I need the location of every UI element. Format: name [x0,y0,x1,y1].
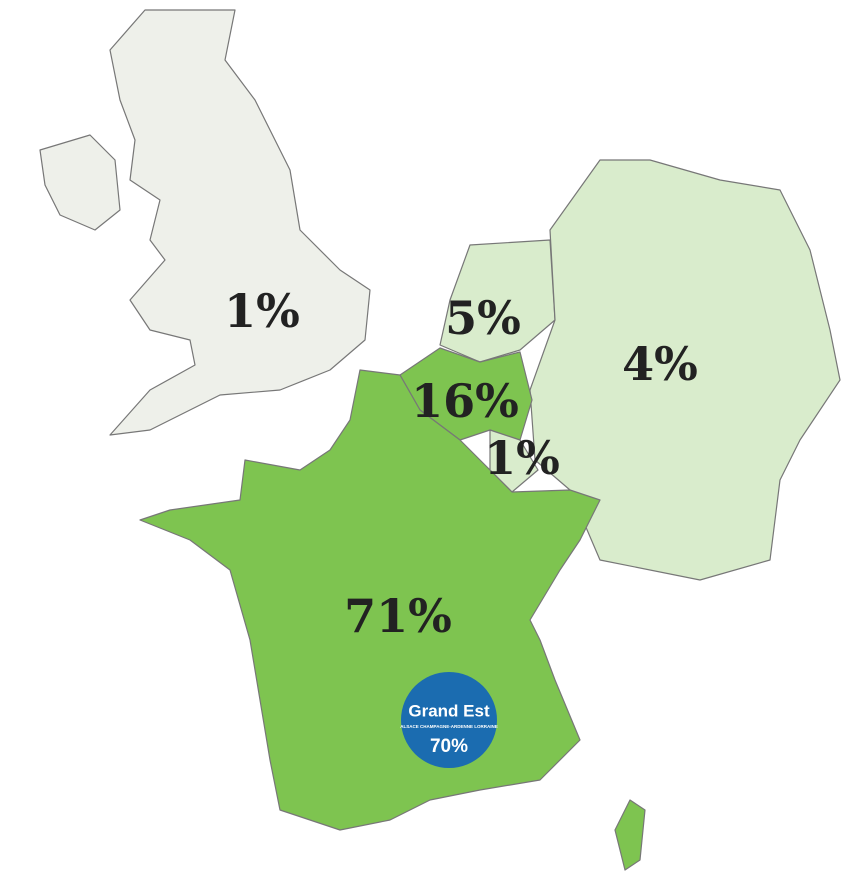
region-label: 4% [622,337,698,391]
region [529,159,841,581]
region-label: 71% [344,589,452,643]
badge [401,672,497,768]
region-label: 1% [484,431,560,485]
corsica [614,799,646,871]
region [489,429,539,493]
region-label: 1% [224,284,300,338]
ireland [39,134,121,231]
region-label: 5% [445,291,521,345]
badge-subtitle: ALSACE CHAMPAGNE-ARDENNE LORRAINE [400,724,497,729]
region-label: 16% [411,374,519,428]
region [109,9,371,436]
badge-value: 70% [430,736,468,757]
badge-title: Grand Est [408,701,490,720]
